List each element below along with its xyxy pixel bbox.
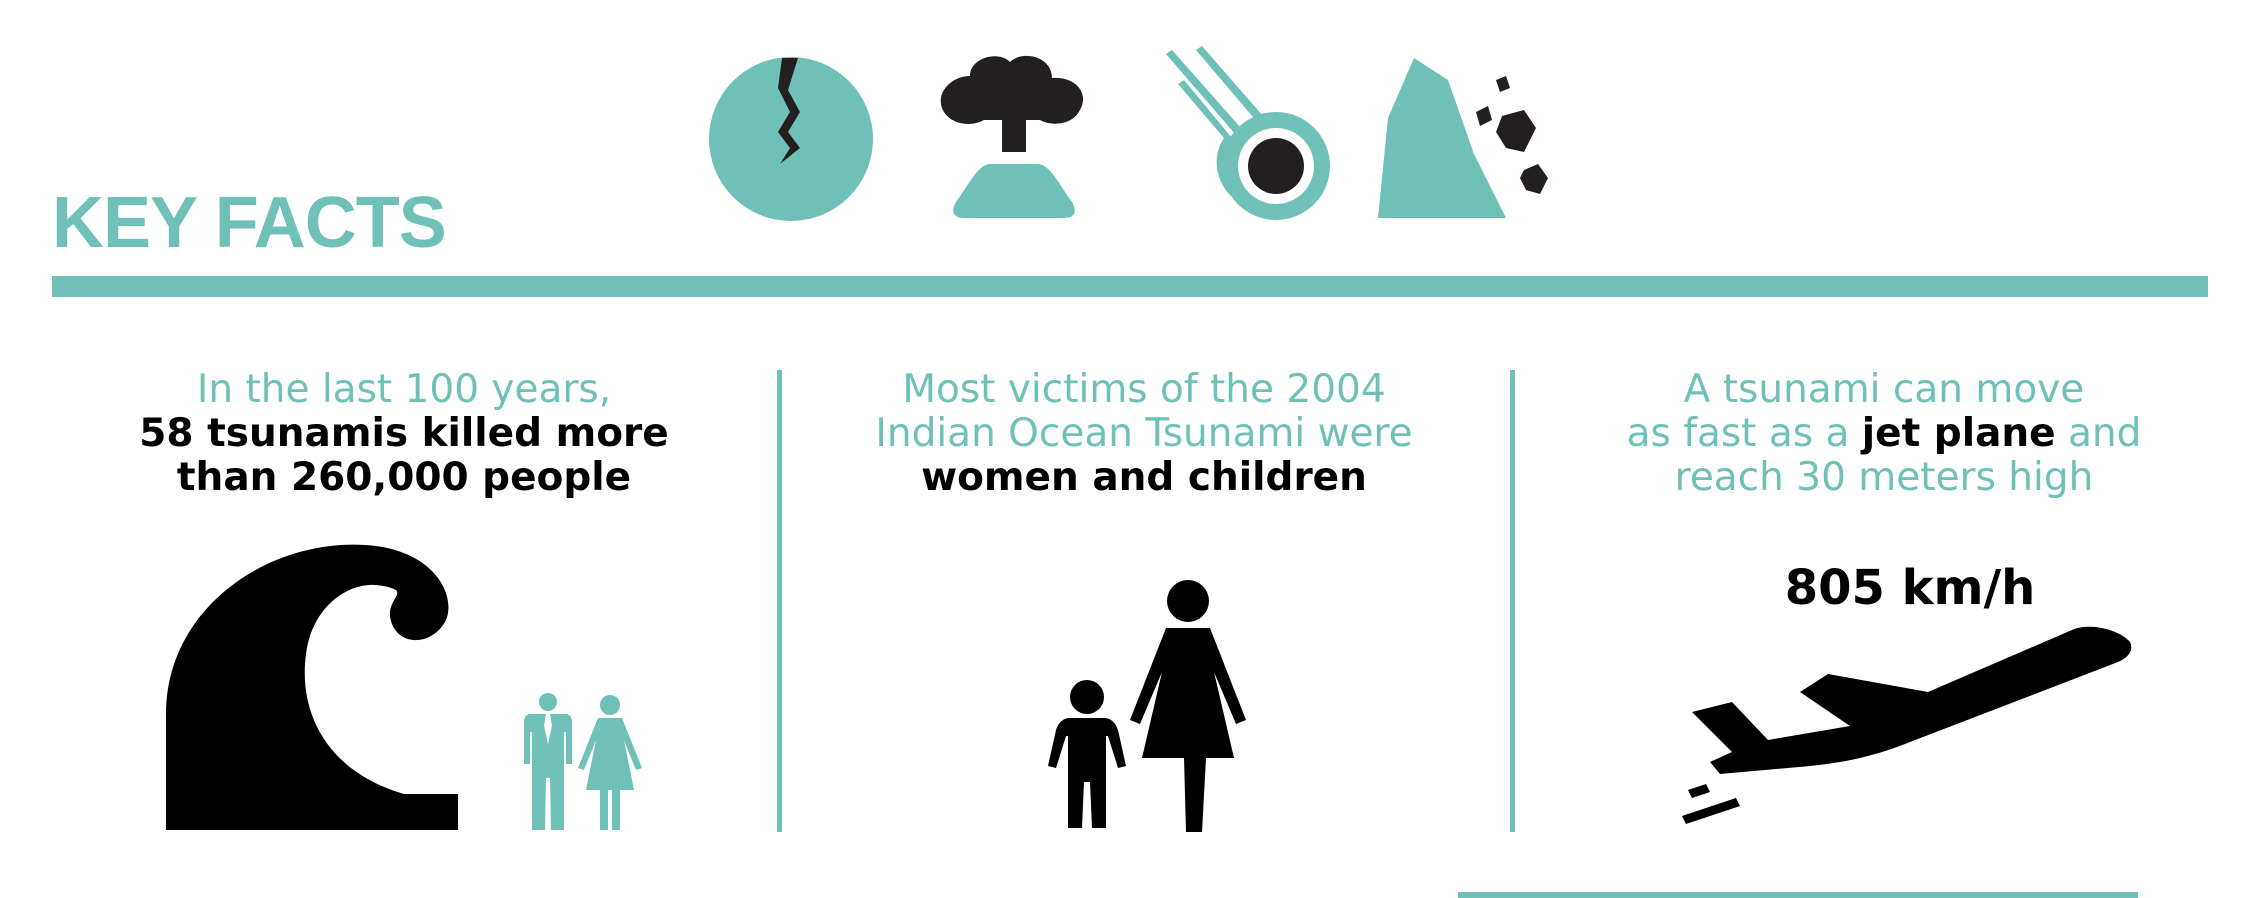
- fact-line-bold: 58 tsunamis killed more: [124, 412, 684, 456]
- footer-divider: [1458, 892, 2138, 898]
- fact-text: A tsunami can move as fast as a jet plan…: [1604, 368, 2164, 500]
- fact-line: A tsunami can move: [1683, 367, 2085, 412]
- woman-icon: [578, 695, 642, 830]
- earthquake-icon: [709, 57, 873, 221]
- fact-text: In the last 100 years, 58 tsunamis kille…: [124, 368, 684, 500]
- fact-line-bold-text: women and children: [921, 455, 1367, 500]
- fact-line-bold: than 260,000 people: [124, 456, 684, 500]
- header-divider: [52, 276, 2208, 297]
- landslide-icon: [1378, 58, 1548, 218]
- woman-icon: [1130, 580, 1246, 832]
- column-divider: [1510, 370, 1515, 832]
- fact-line: reach 30 meters high: [1674, 455, 2094, 500]
- page-title: KEY FACTS: [52, 183, 447, 263]
- column-divider: [777, 370, 782, 832]
- volcano-icon: [940, 55, 1084, 218]
- fact-line-bold: women and children: [864, 456, 1424, 500]
- fact-line-part: as fast as a: [1626, 411, 1862, 456]
- fact-line-bold-text: 58 tsunamis killed more: [139, 411, 669, 456]
- man-icon: [524, 693, 572, 830]
- speed-label: 805 km/h: [1784, 560, 2036, 616]
- fact-line: In the last 100 years,: [196, 367, 612, 412]
- wave-icon: [166, 544, 458, 830]
- fact-line: Indian Ocean Tsunami were: [875, 411, 1413, 456]
- meteor-icon: [1166, 46, 1330, 220]
- fact-line-part: and: [2055, 411, 2142, 456]
- fact-line-bold-text: than 260,000 people: [176, 455, 632, 500]
- fact-line: Most victims of the 2004: [902, 367, 1386, 412]
- child-icon: [1048, 680, 1126, 828]
- fact-line-bold-text: jet plane: [1861, 411, 2056, 456]
- fact-text: Most victims of the 2004 Indian Ocean Ts…: [864, 368, 1424, 500]
- airplane-icon: [1682, 626, 2132, 824]
- fact-line-mixed: as fast as a jet plane and: [1604, 412, 2164, 456]
